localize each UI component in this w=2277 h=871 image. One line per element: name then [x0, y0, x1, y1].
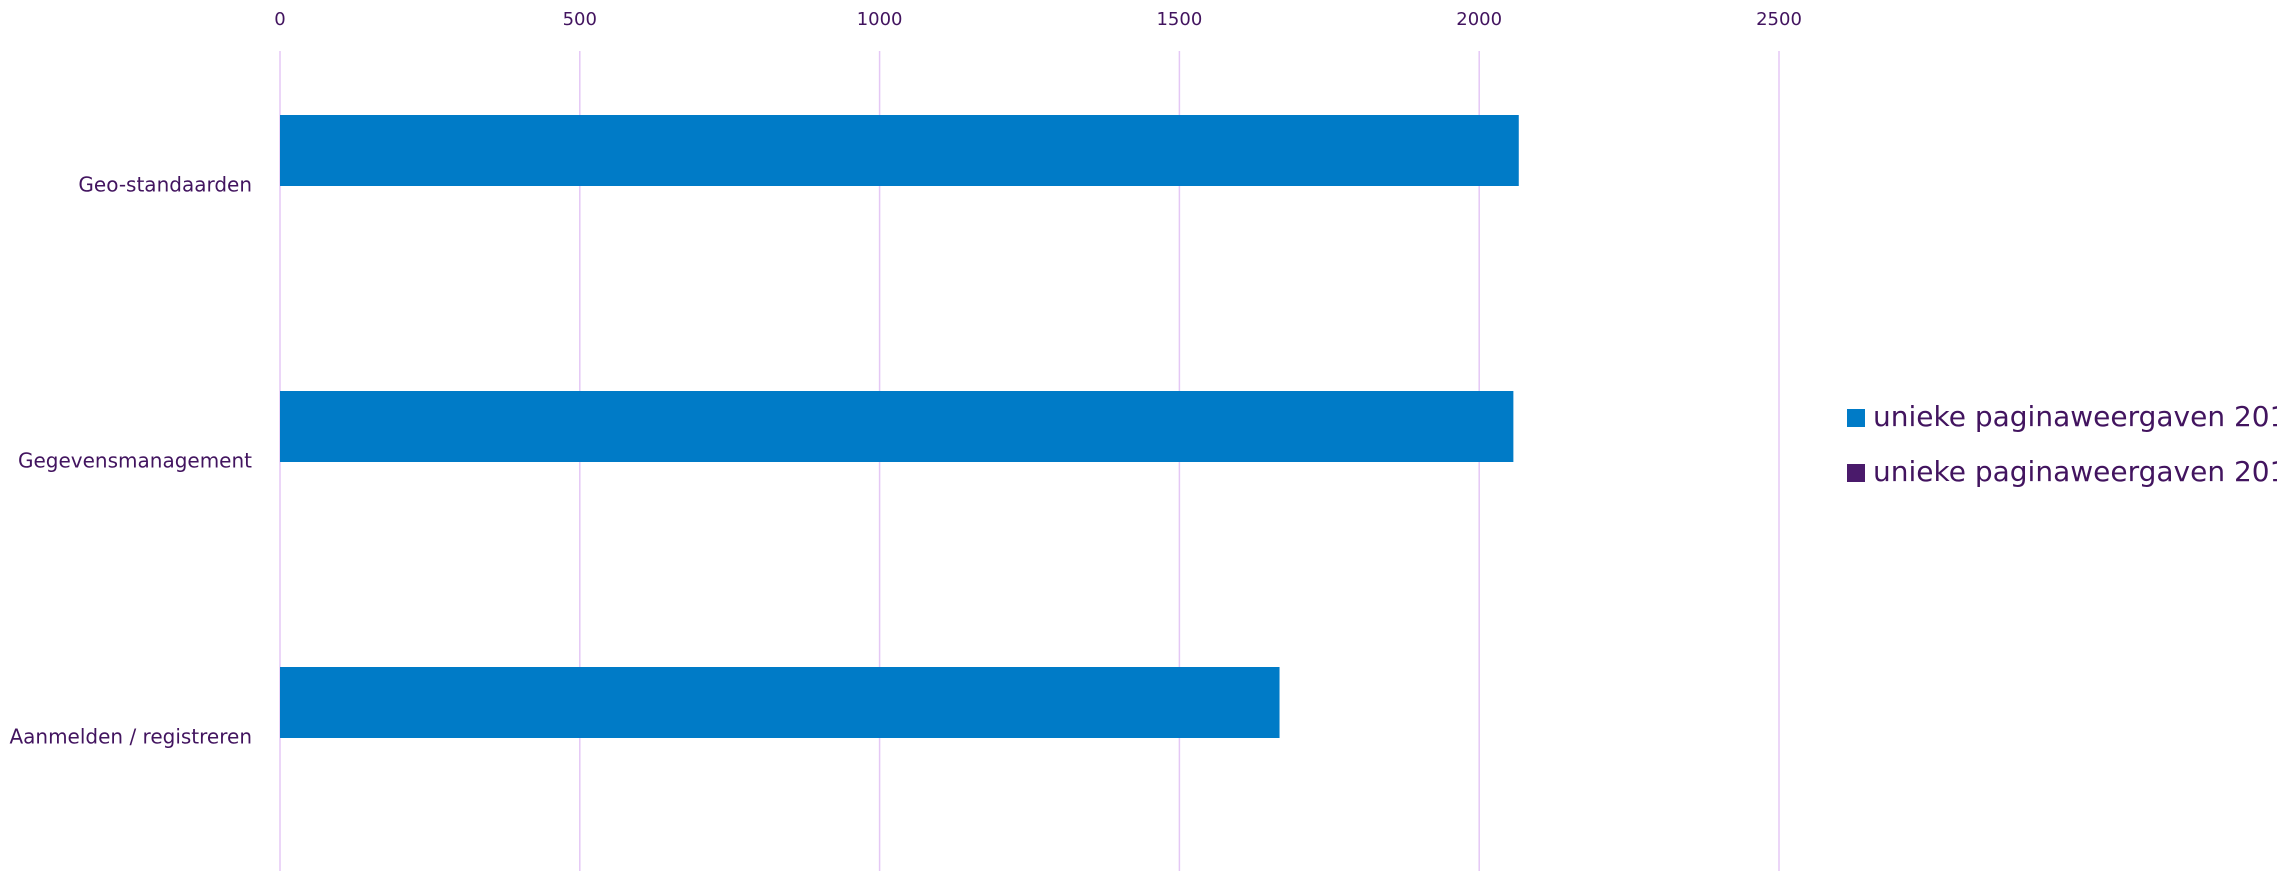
bar — [280, 115, 1519, 186]
legend-swatch — [1847, 409, 1865, 427]
x-tick-label: 1000 — [857, 9, 903, 30]
bar — [280, 391, 1514, 462]
x-tick-label: 2000 — [1456, 9, 1502, 30]
legend-label: unieke paginaweergaven 2019 — [1873, 400, 2277, 433]
y-tick-label: Gegevensmanagement — [18, 449, 252, 473]
x-tick-label: 0 — [274, 9, 285, 30]
legend-label: unieke paginaweergaven 2018 — [1873, 455, 2277, 488]
legend-swatch — [1847, 464, 1865, 482]
bar — [280, 667, 1280, 738]
x-tick-label: 1500 — [1156, 9, 1202, 30]
y-tick-label: Aanmelden / registreren — [9, 725, 252, 749]
x-tick-label: 2500 — [1756, 9, 1802, 30]
y-tick-label: Geo-standaarden — [78, 173, 252, 197]
x-tick-label: 500 — [563, 9, 597, 30]
